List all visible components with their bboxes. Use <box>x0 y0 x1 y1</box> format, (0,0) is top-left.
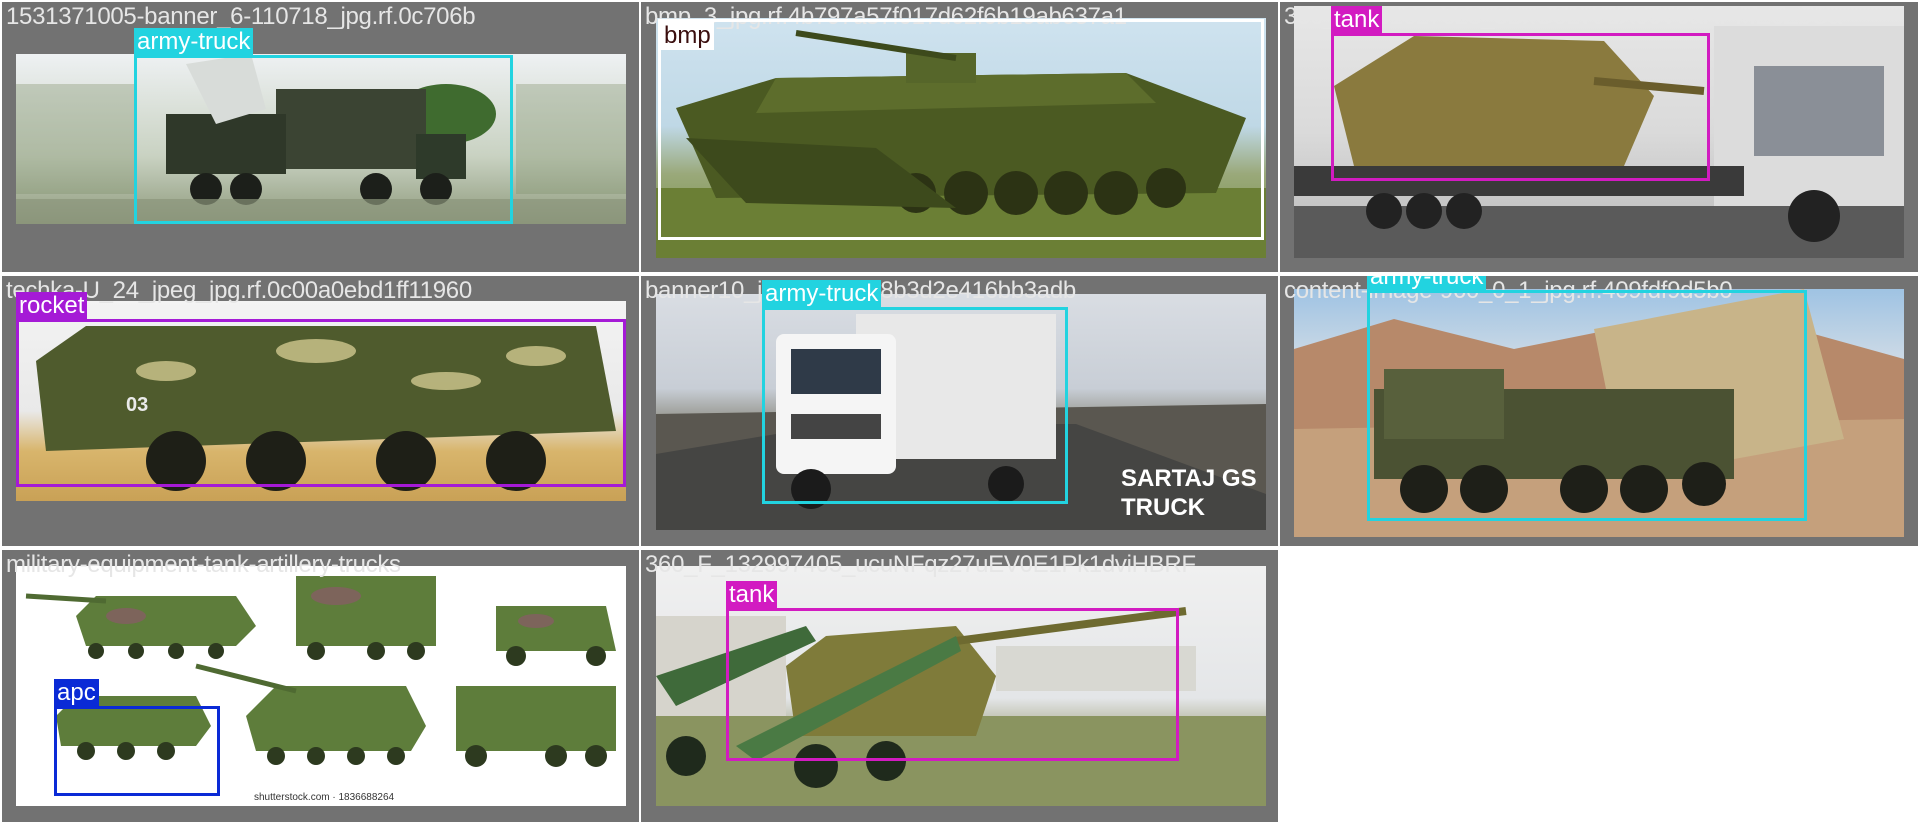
bbox-label: army-truck <box>762 280 882 308</box>
bounding-box-bmp[interactable]: bmp <box>658 19 1264 240</box>
photo-tank-on-trailer <box>1294 6 1904 258</box>
image-tile[interactable]: bmp_3_jpg.rf.4b797a57f017d62f6b19ab637a1… <box>641 2 1278 272</box>
bounding-box-army-truck[interactable]: army-truck <box>134 28 513 224</box>
photo-equipment-illustration <box>16 566 626 806</box>
image-filename: 1531371005-banner_6-110718_jpg.rf.0c706b <box>6 3 476 30</box>
photo-army-truck-radar <box>16 54 626 224</box>
watermark-text: shutterstock.com · 1836688264 <box>254 792 395 803</box>
image-tile[interactable]: 1531371005-banner_6-110718_jpg.rf.0c706b… <box>2 2 639 272</box>
bounding-box-apc[interactable]: apc <box>54 679 220 796</box>
bbox-label: army-truck <box>1367 276 1487 291</box>
bbox-label: tank <box>726 581 778 609</box>
image-tile[interactable]: shutterstock.com · 1836688264 military-e… <box>2 550 639 822</box>
bounding-box-army-truck[interactable]: army-truck <box>762 280 1068 504</box>
photo-caption: SARTAJ GS TRUCK <box>1121 465 1257 521</box>
bounding-box-army-truck[interactable]: army-truck <box>1367 276 1807 521</box>
bbox-label: tank <box>1331 6 1383 34</box>
photo-white-truck <box>656 294 1266 530</box>
image-filename: military-equipment-tank-artillery-trucks <box>6 551 401 578</box>
image-filename: bmp_3_jpg.rf.4b797a57f017d62f6b19ab637a1 <box>645 3 1127 30</box>
bounding-box-tank[interactable]: tank <box>726 581 1179 761</box>
bounding-box-rocket[interactable]: rocket <box>16 292 626 487</box>
bbox-label: apc <box>54 679 99 707</box>
image-tile[interactable]: 03 techka-U_24_jpeg_jpg.rf.0c00a0ebd1ff1… <box>2 276 639 546</box>
bbox-label: army-truck <box>134 28 254 56</box>
image-tile[interactable]: banner10_jpg.rf.565938b3d2e416bb3adb SAR… <box>641 276 1278 546</box>
bounding-box-tank[interactable]: tank <box>1331 6 1710 181</box>
photo-container-truck <box>1294 289 1904 537</box>
photo-bmp-vehicle <box>656 18 1266 258</box>
bbox-label: bmp <box>661 22 714 50</box>
image-filename: 360_F_132997405_ucuNFqz27uEV0E1Pk1dviHBR… <box>645 551 1196 578</box>
photo-rocket-launcher: 03 <box>16 301 626 501</box>
image-tile[interactable]: 360_F_132997405_ucuNFqz27uEV0E1Pk1dviHBR… <box>641 550 1278 822</box>
image-tile[interactable]: 360_F_131627628_8BxG6LV9dX0eV0aRPMEeZbUa… <box>1280 2 1918 272</box>
bbox-label: rocket <box>16 292 88 320</box>
svg-text:03: 03 <box>126 394 148 416</box>
image-tile[interactable]: content-image-960_0_1_jpg.rf.409fdf9d5b0… <box>1280 276 1918 546</box>
